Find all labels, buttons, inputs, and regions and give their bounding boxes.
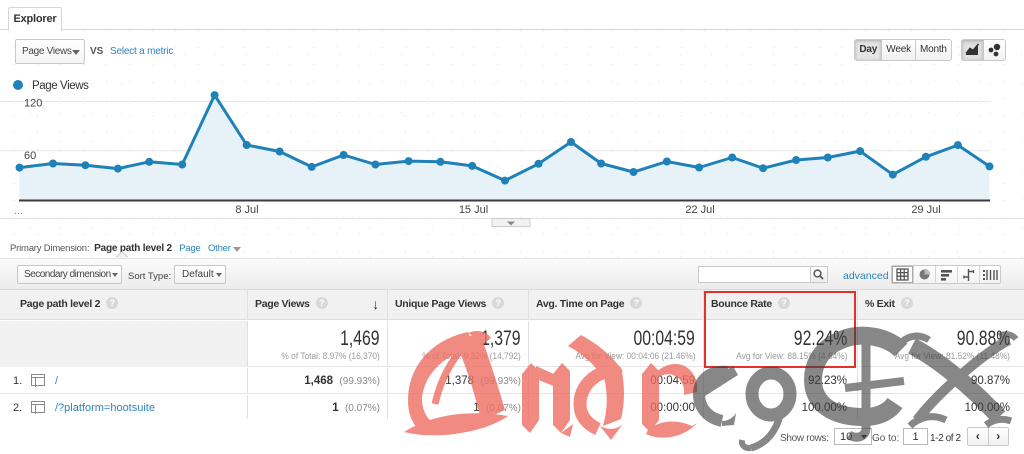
svg-text:29 Jul: 29 Jul — [911, 204, 940, 216]
svg-text:15 Jul: 15 Jul — [459, 204, 488, 216]
svg-text:60: 60 — [24, 150, 36, 162]
svg-text:22 Jul: 22 Jul — [685, 204, 714, 216]
svg-text:...: ... — [14, 205, 23, 217]
svg-text:120: 120 — [24, 98, 42, 110]
svg-text:8 Jul: 8 Jul — [235, 204, 258, 216]
